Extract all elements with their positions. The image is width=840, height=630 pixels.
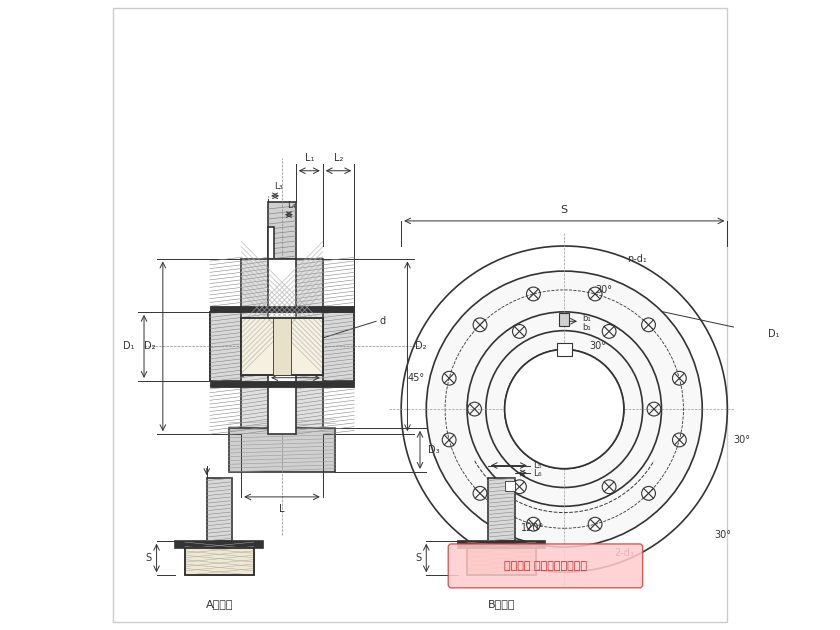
Text: D₁: D₁ <box>123 341 134 352</box>
Text: A型结构: A型结构 <box>206 598 233 609</box>
Text: d: d <box>379 316 386 326</box>
Bar <box>467 548 536 575</box>
Bar <box>241 258 323 434</box>
Text: L₂: L₂ <box>333 153 344 163</box>
Text: L₄: L₄ <box>287 200 296 210</box>
Text: L₃: L₃ <box>275 182 283 191</box>
Text: L₆: L₆ <box>533 469 542 478</box>
Text: n-d₁: n-d₁ <box>627 253 647 263</box>
Text: L₅: L₅ <box>533 461 542 470</box>
Circle shape <box>402 246 727 572</box>
Bar <box>185 548 254 575</box>
Text: D₃: D₃ <box>428 445 439 455</box>
Bar <box>185 548 254 575</box>
Text: 120°: 120° <box>522 524 544 533</box>
Bar <box>506 481 515 491</box>
Bar <box>557 343 572 356</box>
Bar <box>458 541 545 548</box>
Text: 30°: 30° <box>590 341 606 352</box>
Text: S: S <box>415 553 421 563</box>
Bar <box>210 312 268 381</box>
Bar <box>467 548 536 575</box>
Text: 45°: 45° <box>407 373 424 382</box>
Text: 2-d₃: 2-d₃ <box>614 548 634 558</box>
Bar <box>210 306 354 312</box>
Text: L₁: L₁ <box>305 153 314 163</box>
Text: 版权所有 侵权必被严厉追究: 版权所有 侵权必被严厉追究 <box>504 561 587 571</box>
Text: D₁: D₁ <box>768 329 780 339</box>
Bar <box>228 428 335 472</box>
Text: 30°: 30° <box>733 435 751 445</box>
Text: D₂: D₂ <box>415 341 427 352</box>
Bar <box>210 381 354 387</box>
Circle shape <box>426 271 702 547</box>
Text: e: e <box>279 365 285 375</box>
Text: S: S <box>145 553 151 563</box>
Text: 30°: 30° <box>596 285 612 295</box>
Bar <box>268 258 296 434</box>
Text: b₁: b₁ <box>582 314 591 323</box>
Bar <box>207 478 232 541</box>
Circle shape <box>505 350 624 469</box>
Bar <box>176 541 263 548</box>
Text: D₂: D₂ <box>144 341 155 352</box>
Text: 30°: 30° <box>715 530 732 539</box>
Text: L: L <box>279 505 285 515</box>
Text: B型结构: B型结构 <box>488 598 515 609</box>
Bar <box>241 318 323 375</box>
Bar <box>296 312 354 381</box>
Bar <box>268 227 275 258</box>
Bar <box>169 209 395 484</box>
Bar <box>273 318 291 375</box>
Text: S: S <box>560 205 568 215</box>
Bar <box>268 202 296 284</box>
Bar <box>241 318 323 375</box>
Bar <box>488 478 515 541</box>
Bar <box>559 313 570 326</box>
FancyBboxPatch shape <box>449 544 643 588</box>
Text: b₁: b₁ <box>582 323 591 332</box>
